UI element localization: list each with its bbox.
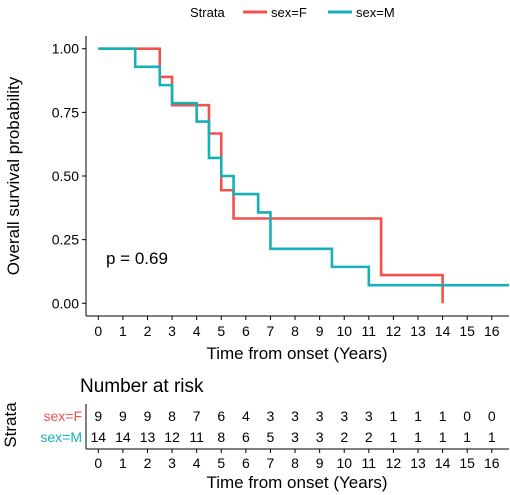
risk-cell: 3 [316,408,324,424]
risk-cell: 1 [488,429,496,445]
x-tick-label: 1 [119,323,127,339]
risk-x-tick-label: 6 [242,455,250,471]
risk-cell: 9 [94,408,102,424]
risk-cell: 7 [193,408,201,424]
risk-cell: 14 [115,429,131,445]
risk-x-ticks: 0 1 2 3 4 5 6 7 8 9 10 11 12 13 14 15 16 [94,449,500,471]
x-tick-label: 14 [435,323,451,339]
y-tick-label: 1.00 [52,41,79,57]
risk-cell: 5 [267,429,275,445]
risk-x-tick-label: 3 [168,455,176,471]
p-value-annotation: p = 0.69 [106,249,168,268]
x-tick-label: 0 [94,323,102,339]
survival-curve-m [98,47,509,287]
x-tick-label: 7 [267,323,275,339]
x-tick-label: 13 [410,323,426,339]
risk-cell: 3 [267,408,275,424]
y-axis-title: Overall survival probability [4,76,23,275]
risk-cell: 3 [291,429,299,445]
x-tick-label: 11 [362,323,377,339]
risk-cell: 1 [439,429,447,445]
risk-cell: 3 [316,429,324,445]
risk-row-label-f: sex=F [43,408,82,424]
y-tick-label: 0.00 [52,295,79,311]
risk-cell: 8 [217,429,225,445]
risk-cell: 3 [291,408,299,424]
risk-x-tick-label: 15 [459,455,475,471]
risk-cell: 11 [189,429,204,445]
risk-table-title: Number at risk [80,376,204,397]
risk-cell: 1 [463,429,471,445]
x-tick-label: 12 [386,323,402,339]
risk-cell: 0 [463,408,471,424]
risk-x-tick-label: 16 [484,455,500,471]
risk-x-tick-label: 5 [217,455,225,471]
risk-cell: 4 [242,408,250,424]
risk-cell: 2 [365,429,373,445]
risk-cell: 6 [242,429,250,445]
x-ticks: 0 1 2 3 4 5 6 7 8 9 10 11 12 13 14 15 16 [94,316,500,339]
risk-cell: 2 [340,429,348,445]
risk-x-axis-title: Time from onset (Years) [206,473,387,492]
x-tick-label: 9 [316,323,324,339]
x-tick-label: 8 [291,323,299,339]
risk-cell: 0 [488,408,496,424]
x-tick-label: 5 [217,323,225,339]
risk-x-tick-label: 11 [362,455,377,471]
y-tick-label: 0.50 [52,168,79,184]
survival-curves [98,47,509,304]
risk-cell: 13 [140,429,156,445]
x-tick-label: 15 [459,323,475,339]
survival-curve-f [98,47,444,304]
risk-cell: 14 [91,429,107,445]
y-tick-label: 0.75 [52,104,79,120]
risk-x-tick-label: 8 [291,455,299,471]
risk-cells: 9 9 9 8 7 6 4 3 3 3 3 3 1 1 1 0 014 14 13 12 11 8 6 5 3 3 2 2 1 1 1 1 1 [91,408,496,445]
risk-cell: 1 [390,408,398,424]
x-tick-label: 10 [336,323,352,339]
risk-x-tick-label: 10 [336,455,352,471]
x-tick-label: 6 [242,323,250,339]
risk-cell: 12 [164,429,180,445]
x-tick-label: 4 [193,323,201,339]
x-axis-title: Time from onset (Years) [206,344,387,363]
legend-label-m: sex=M [356,5,395,20]
risk-cell: 3 [365,408,373,424]
legend-title: Strata [190,5,225,20]
y-ticks: 0.00 0.25 0.50 0.75 1.00 [52,41,86,311]
legend: Strata sex=F sex=M [190,5,395,20]
risk-cell: 9 [144,408,152,424]
risk-cell: 1 [414,408,422,424]
risk-cell: 9 [119,408,127,424]
risk-x-tick-label: 2 [144,455,152,471]
x-tick-label: 16 [484,323,500,339]
risk-x-tick-label: 7 [267,455,275,471]
risk-row-label-m: sex=M [40,429,82,445]
risk-cell: 3 [340,408,348,424]
risk-x-tick-label: 12 [386,455,402,471]
risk-cell: 8 [168,408,176,424]
risk-strata-label: Strata [1,402,20,448]
x-tick-label: 2 [144,323,152,339]
legend-label-f: sex=F [271,5,307,20]
risk-cell: 6 [217,408,225,424]
risk-cell: 1 [439,408,447,424]
risk-x-tick-label: 0 [94,455,102,471]
y-tick-label: 0.25 [52,232,79,248]
plot-area: 0.000.250.500.751.00 0 1 2 3 4 5 6 7 8 9 10 11 12 13 1… [4,36,509,363]
risk-x-tick-label: 9 [316,455,324,471]
risk-cell: 1 [390,429,398,445]
risk-x-tick-label: 13 [410,455,426,471]
risk-x-tick-label: 14 [435,455,451,471]
risk-x-tick-label: 1 [119,455,127,471]
risk-x-tick-label: 4 [193,455,201,471]
x-tick-label: 3 [168,323,176,339]
risk-cell: 1 [414,429,422,445]
